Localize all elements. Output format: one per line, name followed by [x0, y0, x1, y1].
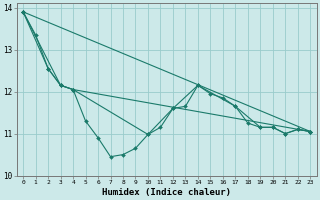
X-axis label: Humidex (Indice chaleur): Humidex (Indice chaleur) — [102, 188, 231, 197]
